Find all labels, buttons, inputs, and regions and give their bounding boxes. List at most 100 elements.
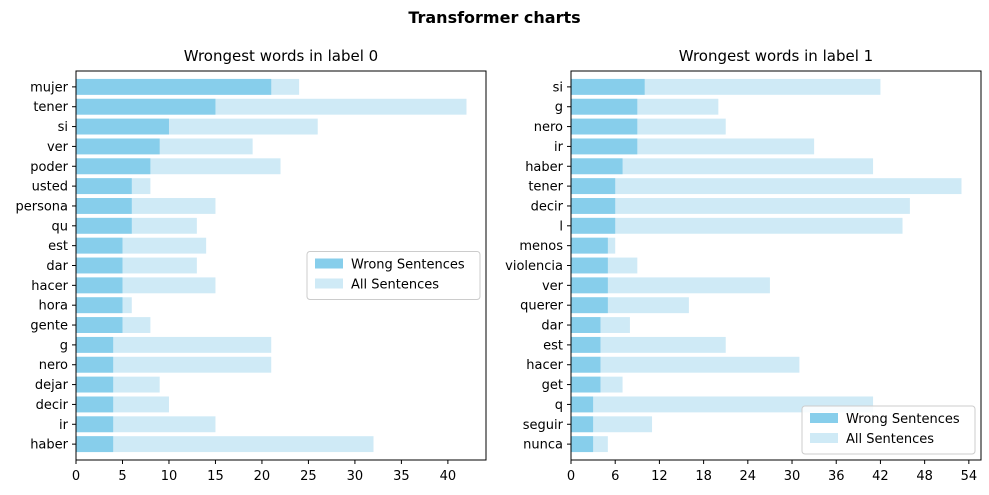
bar-wrong-qu bbox=[76, 217, 132, 234]
x-tick-label: 40 bbox=[440, 469, 457, 484]
y-tick-label: nero bbox=[534, 120, 563, 135]
bar-wrong-tener bbox=[76, 98, 216, 115]
x-tick-label: 12 bbox=[651, 469, 668, 484]
bar-wrong-g bbox=[76, 336, 114, 353]
x-tick-label: 20 bbox=[254, 469, 271, 484]
bar-all-decir bbox=[571, 198, 910, 214]
y-tick-label: est bbox=[48, 239, 68, 254]
bar-wrong-decir bbox=[76, 396, 114, 413]
y-tick-label: nunca bbox=[523, 438, 563, 453]
bar-all-l bbox=[571, 217, 903, 234]
x-tick-label: 42 bbox=[872, 469, 889, 484]
y-tick-label: ir bbox=[59, 418, 69, 433]
y-tick-label: get bbox=[542, 378, 563, 393]
x-tick-label: 54 bbox=[961, 469, 978, 484]
bar-wrong-haber bbox=[571, 158, 623, 175]
y-tick-label: g bbox=[60, 338, 68, 353]
y-tick-label: hora bbox=[38, 299, 68, 314]
y-tick-label: ver bbox=[542, 279, 564, 294]
y-tick-label: seguir bbox=[523, 418, 564, 433]
x-tick-label: 6 bbox=[611, 469, 619, 484]
y-tick-label: persona bbox=[15, 199, 68, 214]
bar-wrong-gente bbox=[76, 317, 123, 333]
bar-all-ver bbox=[571, 277, 770, 294]
x-tick-label: 35 bbox=[393, 469, 410, 484]
legend-swatch bbox=[315, 278, 343, 289]
y-tick-label: est bbox=[543, 338, 563, 353]
bar-all-nero bbox=[76, 356, 272, 373]
legend-swatch bbox=[810, 433, 838, 443]
bar-wrong-haber bbox=[76, 436, 114, 453]
x-tick-label: 24 bbox=[740, 469, 757, 484]
y-tick-label: hacer bbox=[31, 279, 68, 294]
x-tick-label: 48 bbox=[916, 469, 933, 484]
y-tick-label: violencia bbox=[505, 259, 563, 274]
y-tick-label: g bbox=[555, 100, 563, 115]
bar-wrong-dejar bbox=[76, 376, 114, 393]
legend-swatch bbox=[315, 258, 343, 269]
chart-label-0: Wrongest words in label 0 mujer tener si ver… bbox=[15, 47, 487, 484]
y-tick-label: gente bbox=[30, 319, 68, 334]
bar-wrong-ver bbox=[571, 277, 608, 294]
y-tick-label: querer bbox=[520, 299, 564, 314]
y-tick-label: dar bbox=[46, 259, 68, 274]
x-tick-label: 0 bbox=[72, 469, 80, 484]
bar-all-haber bbox=[571, 158, 874, 175]
y-tick-label: si bbox=[58, 120, 68, 135]
legend-swatch bbox=[810, 413, 838, 423]
y-tick-label: haber bbox=[525, 160, 563, 175]
y-tick-label: usted bbox=[32, 180, 68, 195]
bar-wrong-usted bbox=[76, 178, 132, 195]
y-tick-label: decir bbox=[531, 199, 564, 214]
y-tick-label: tener bbox=[528, 180, 563, 195]
bar-wrong-g bbox=[571, 98, 638, 115]
legend: Wrong Sentences All Sentences bbox=[801, 405, 976, 455]
bar-all-hacer bbox=[571, 356, 800, 373]
chart-label-1: Wrongest words in label 1 si g nero ir haber t… bbox=[505, 47, 982, 484]
bar-wrong-est bbox=[76, 237, 123, 254]
chart-title: Wrongest words in label 1 bbox=[679, 47, 873, 65]
y-tick-label: tener bbox=[33, 100, 68, 115]
bar-all-est bbox=[571, 336, 726, 353]
y-tick-label: menos bbox=[519, 239, 563, 254]
y-tick-label: l bbox=[559, 219, 563, 234]
x-tick-label: 0 bbox=[567, 469, 575, 484]
bar-wrong-nunca bbox=[571, 436, 594, 453]
y-tick-label: dar bbox=[541, 319, 563, 334]
legend-box bbox=[801, 405, 976, 455]
bar-all-si bbox=[571, 78, 881, 95]
bar-wrong-poder bbox=[76, 158, 151, 175]
bar-wrong-ir bbox=[76, 416, 114, 433]
bar-wrong-violencia bbox=[571, 257, 608, 274]
y-tick-label: dejar bbox=[35, 378, 69, 393]
bar-wrong-ir bbox=[571, 138, 638, 155]
bar-wrong-seguir bbox=[571, 416, 594, 433]
bar-wrong-si bbox=[571, 78, 645, 95]
x-tick-label: 30 bbox=[347, 469, 364, 484]
y-tick-label: poder bbox=[30, 160, 68, 175]
bar-all-q bbox=[571, 396, 874, 413]
y-tick-label: nero bbox=[39, 358, 68, 373]
y-tick-label: ir bbox=[554, 140, 564, 155]
bar-wrong-mujer bbox=[76, 78, 272, 95]
bar-wrong-decir bbox=[571, 198, 616, 214]
x-tick-label: 36 bbox=[828, 469, 845, 484]
x-tick-label: 10 bbox=[161, 469, 178, 484]
legend-label: All Sentences bbox=[351, 278, 439, 293]
legend-label: All Sentences bbox=[846, 432, 934, 447]
bar-wrong-dar bbox=[76, 257, 123, 274]
x-tick-label: 5 bbox=[118, 469, 126, 484]
bar-all-haber bbox=[76, 436, 374, 453]
bar-wrong-hacer bbox=[571, 356, 601, 373]
bar-wrong-si bbox=[76, 118, 169, 135]
legend-label: Wrong Sentences bbox=[351, 258, 465, 273]
bar-wrong-est bbox=[571, 336, 601, 353]
bar-wrong-dar bbox=[571, 317, 601, 333]
y-tick-label: mujer bbox=[30, 80, 69, 95]
bar-wrong-l bbox=[571, 217, 616, 234]
bar-wrong-get bbox=[571, 376, 601, 393]
bar-wrong-nero bbox=[571, 118, 638, 135]
y-tick-label: q bbox=[555, 398, 563, 413]
y-tick-label: qu bbox=[52, 219, 69, 234]
